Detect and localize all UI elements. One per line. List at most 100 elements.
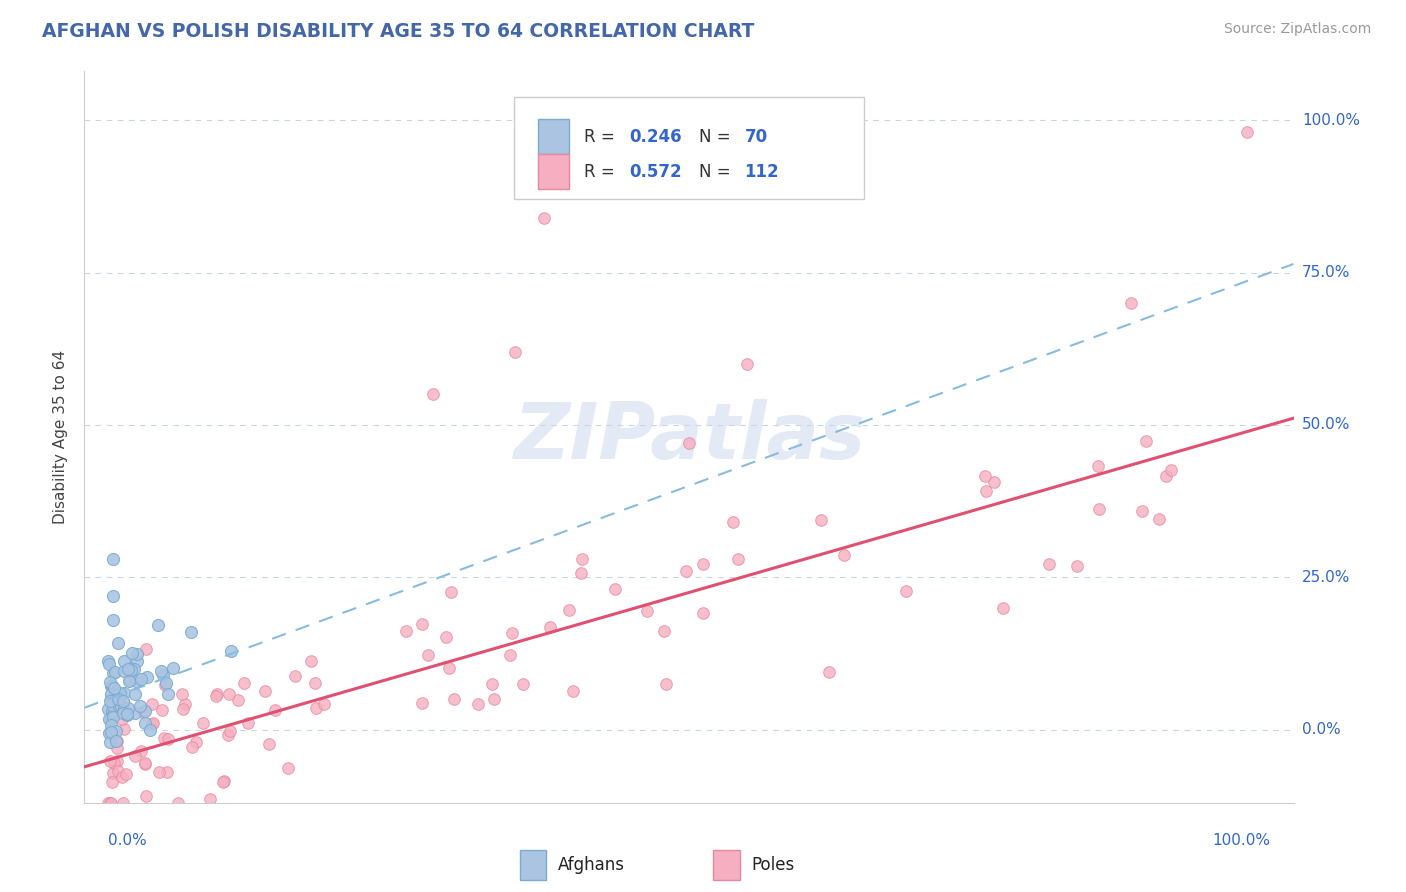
Point xyxy=(98,754,121,768)
Point xyxy=(481,677,503,691)
Point xyxy=(124,749,146,764)
Point xyxy=(314,697,336,711)
Point xyxy=(416,648,439,662)
Point xyxy=(501,625,523,640)
Text: 112: 112 xyxy=(745,163,779,181)
Point xyxy=(655,676,678,690)
Point xyxy=(105,754,128,768)
Point xyxy=(1087,458,1109,473)
Point xyxy=(277,761,299,775)
Point xyxy=(98,675,121,690)
Point xyxy=(100,710,122,724)
Point xyxy=(152,668,174,682)
Point xyxy=(134,757,156,772)
Point xyxy=(692,606,714,620)
Point xyxy=(512,676,534,690)
Point xyxy=(108,686,131,700)
Point xyxy=(118,674,141,689)
Point xyxy=(284,669,307,683)
Point xyxy=(198,792,221,806)
Point xyxy=(112,796,135,810)
Point xyxy=(98,726,121,740)
Point xyxy=(110,713,132,727)
Point xyxy=(118,661,141,675)
Point xyxy=(103,709,125,723)
Point xyxy=(112,694,135,708)
Point xyxy=(142,716,165,731)
Point xyxy=(101,775,124,789)
Text: 70: 70 xyxy=(745,128,768,145)
Point xyxy=(124,706,146,720)
Point xyxy=(98,735,121,749)
Point xyxy=(104,734,127,748)
Point xyxy=(97,702,120,716)
Point xyxy=(98,796,121,810)
Point xyxy=(138,723,160,738)
Point xyxy=(107,687,129,701)
Point xyxy=(162,661,184,675)
Point xyxy=(1088,501,1111,516)
Point xyxy=(110,699,132,714)
Point xyxy=(219,644,242,658)
Point xyxy=(103,766,125,780)
Point xyxy=(135,670,157,684)
Point xyxy=(484,691,506,706)
Point xyxy=(107,691,129,706)
Point xyxy=(100,796,122,810)
Point xyxy=(172,701,194,715)
Point xyxy=(304,676,326,690)
Point xyxy=(538,620,561,634)
Point xyxy=(1038,557,1060,571)
Text: 0.0%: 0.0% xyxy=(1302,723,1340,737)
Point xyxy=(832,548,855,562)
Point xyxy=(125,673,148,688)
Point xyxy=(100,704,122,718)
Point xyxy=(721,515,744,529)
Point xyxy=(170,687,193,701)
Point xyxy=(974,469,997,483)
Point xyxy=(125,647,148,661)
Point xyxy=(101,694,124,708)
Point xyxy=(180,624,202,639)
Point xyxy=(191,715,214,730)
Text: 100.0%: 100.0% xyxy=(1212,833,1270,848)
Point xyxy=(152,731,174,745)
Point xyxy=(217,728,239,742)
Bar xyxy=(538,120,569,154)
Point xyxy=(569,566,592,580)
Point xyxy=(422,387,444,401)
Point xyxy=(983,475,1005,490)
Point xyxy=(103,699,125,714)
Point xyxy=(157,732,180,747)
Point xyxy=(100,718,122,732)
Text: Source: ZipAtlas.com: Source: ZipAtlas.com xyxy=(1223,22,1371,37)
Point xyxy=(675,564,697,578)
Point xyxy=(411,617,433,632)
Point xyxy=(100,687,122,701)
Point xyxy=(605,582,627,596)
Point xyxy=(148,617,170,632)
Point xyxy=(810,513,832,527)
Point xyxy=(103,681,125,695)
Point xyxy=(132,705,155,719)
Point xyxy=(104,694,127,708)
Point xyxy=(97,657,120,671)
Point xyxy=(148,764,170,779)
Bar xyxy=(538,154,569,189)
Point xyxy=(101,707,124,722)
Point xyxy=(103,552,125,566)
Point xyxy=(558,603,581,617)
Point xyxy=(103,756,125,771)
Point xyxy=(155,678,177,692)
Point xyxy=(184,735,207,749)
Point xyxy=(443,691,465,706)
FancyBboxPatch shape xyxy=(513,97,865,200)
Point xyxy=(395,624,418,638)
Point xyxy=(115,766,138,780)
Point xyxy=(652,624,675,639)
Bar xyxy=(713,850,740,880)
Point xyxy=(97,796,120,810)
Point xyxy=(100,694,122,708)
Point xyxy=(727,552,749,566)
Point xyxy=(156,765,179,780)
